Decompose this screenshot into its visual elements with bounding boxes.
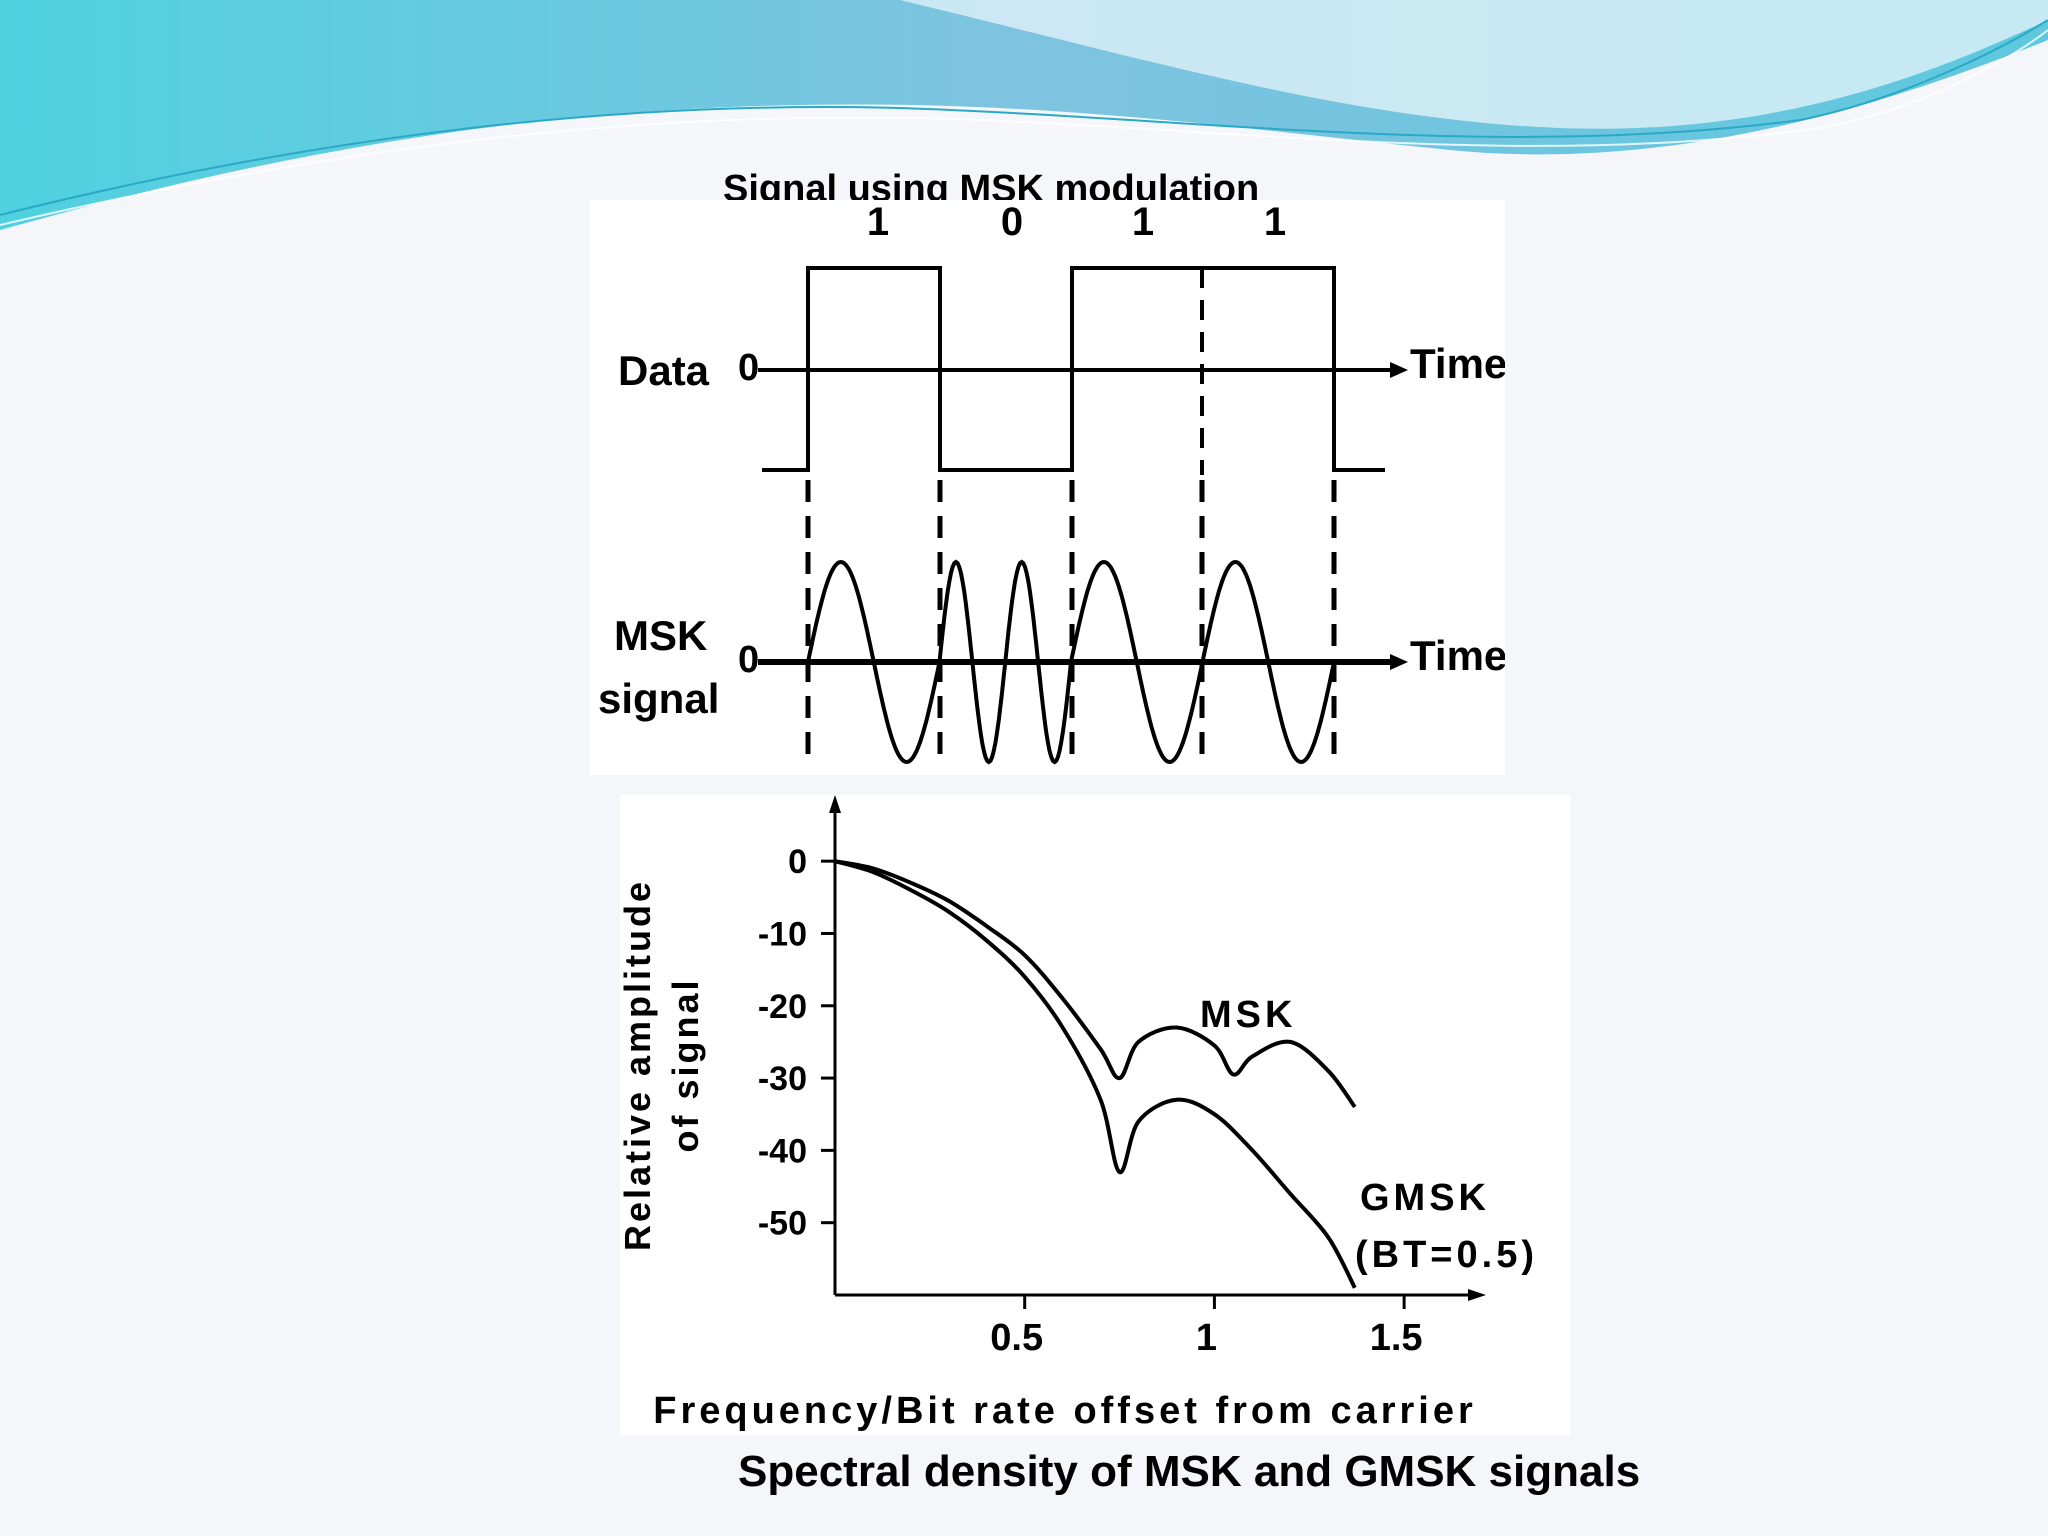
y-tick-label: 0 <box>788 843 807 881</box>
y-tick-label: -40 <box>758 1132 807 1170</box>
x-tick-label: 1.5 <box>1370 1317 1423 1359</box>
msk-zero-label: 0 <box>738 639 759 681</box>
header-wave-highlight <box>900 0 2048 129</box>
chart-panel <box>620 795 1570 1435</box>
msk-annotation: MSK <box>1200 994 1296 1036</box>
x-tick-label: 1 <box>1196 1317 1217 1359</box>
bit-labels: 1 0 1 1 <box>867 200 1286 244</box>
y-tick-label: -50 <box>758 1205 807 1243</box>
y-axis-label-line1: Relative amplitude <box>620 879 658 1251</box>
msk-row-label-line1: MSK <box>614 612 707 659</box>
header-wave-line-2 <box>0 29 2048 226</box>
data-time-label: Time <box>1410 340 1505 387</box>
data-axis-arrow <box>1390 362 1408 378</box>
msk-time-label: Time <box>1410 632 1505 679</box>
spectral-density-chart: 0 -10 -20 -30 -40 -50 0.5 1 1.5 Frequency/Bit rat… <box>620 795 1570 1435</box>
y-tick-label: -20 <box>758 988 807 1026</box>
x-axis-label: Frequency/Bit rate offset from carrier <box>653 1390 1477 1432</box>
data-waveform <box>762 266 1385 472</box>
bit-label: 1 <box>1264 200 1286 244</box>
msk-waveform <box>806 559 1336 765</box>
x-axis-arrow <box>1468 1289 1486 1301</box>
x-tick-label: 0.5 <box>990 1317 1043 1359</box>
data-row-label: Data <box>618 347 710 394</box>
header-wave-line <box>0 19 2048 216</box>
gmsk-bt-annotation: (BT=0.5) <box>1355 1234 1538 1276</box>
msk-axis-arrow <box>1390 654 1408 670</box>
y-axis-arrow <box>829 795 841 813</box>
y-tick-label: -10 <box>758 915 807 953</box>
bit-label: 1 <box>1132 200 1154 244</box>
bit-label: 1 <box>867 200 889 244</box>
slide-caption: Spectral density of MSK and GMSK signals <box>738 1447 1641 1496</box>
bit-label: 0 <box>1001 200 1023 244</box>
msk-timing-diagram: 1 0 1 1 Data 0 MSK signal 0 Time Time <box>590 200 1505 775</box>
timing-diagram-panel <box>590 200 1505 775</box>
gmsk-series-line <box>834 859 1357 1289</box>
y-axis-label-line2: of signal <box>665 977 706 1152</box>
msk-row-label-line2: signal <box>598 675 719 722</box>
data-zero-label: 0 <box>738 347 759 389</box>
bit-boundary-markers <box>805 480 1337 760</box>
gmsk-annotation: GMSK <box>1360 1177 1490 1219</box>
msk-series-line <box>834 859 1357 1109</box>
y-tick-label: -30 <box>758 1060 807 1098</box>
